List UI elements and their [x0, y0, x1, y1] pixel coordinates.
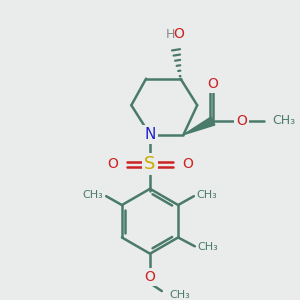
Text: O: O — [236, 114, 247, 128]
Text: O: O — [173, 27, 184, 41]
Text: CH₃: CH₃ — [272, 114, 295, 128]
Text: CH₃: CH₃ — [198, 242, 218, 252]
Text: CH₃: CH₃ — [82, 190, 103, 200]
Text: CH₃: CH₃ — [197, 190, 218, 200]
Text: O: O — [208, 76, 218, 91]
Text: O: O — [145, 270, 155, 284]
Text: O: O — [107, 157, 118, 171]
Text: H: H — [166, 28, 175, 41]
Text: CH₃: CH₃ — [170, 290, 190, 300]
Text: O: O — [182, 157, 193, 171]
Text: N: N — [144, 127, 156, 142]
Text: S: S — [144, 155, 156, 173]
Polygon shape — [184, 117, 215, 135]
